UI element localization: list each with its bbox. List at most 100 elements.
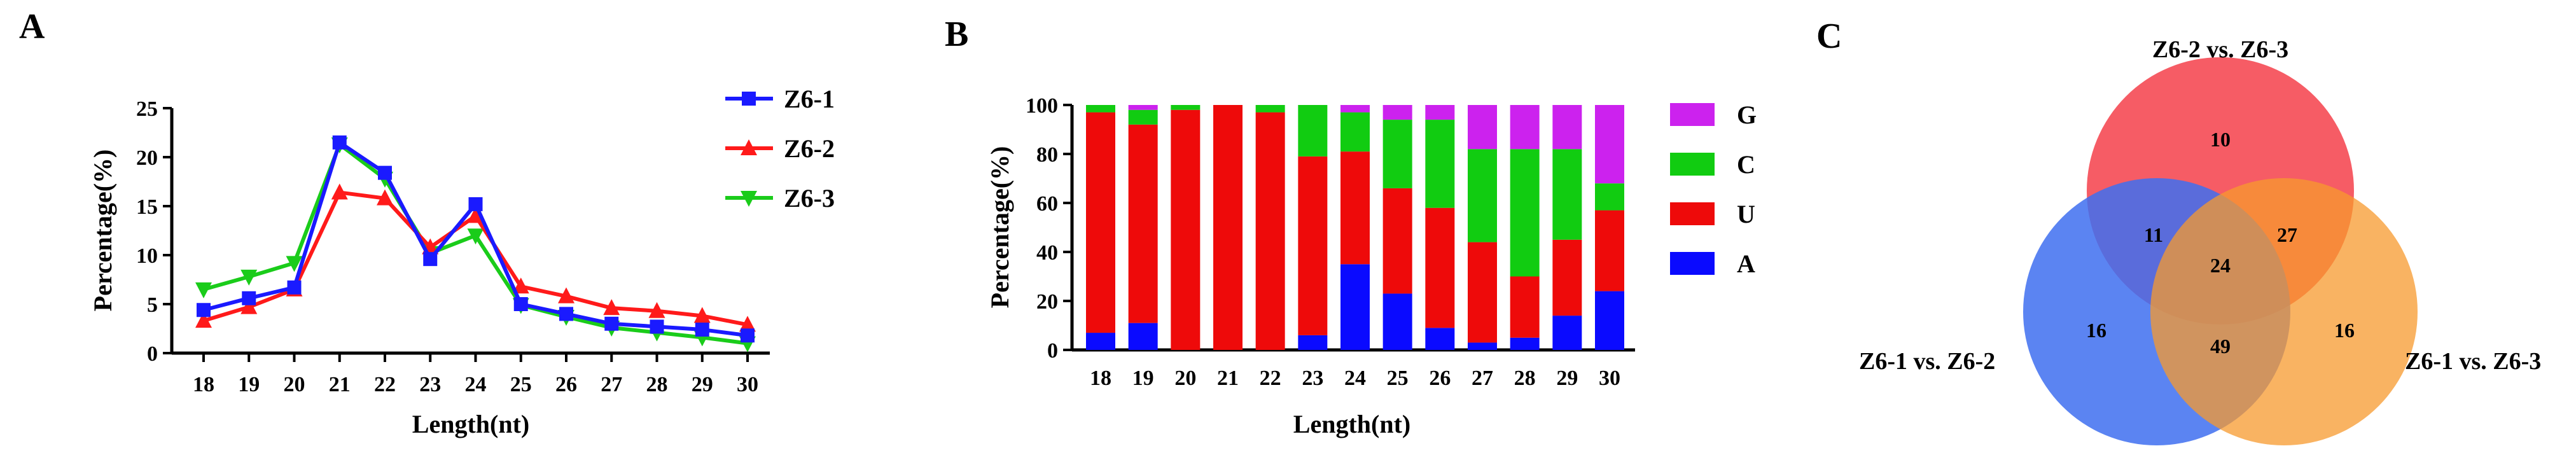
panel-a-x-tick-label: 23 (419, 373, 441, 396)
panel-b-bar-segment-U (1213, 105, 1243, 350)
panel-b-legend-label: A (1737, 249, 1755, 278)
panel-a-point-Z6-3 (467, 228, 484, 245)
panel-a-y-axis-title: Percentage(%) (88, 150, 117, 312)
panel-b-bar-segment-A (1468, 342, 1497, 350)
panel-b-x-tick-label: 20 (1174, 366, 1196, 390)
panel-b-x-ticks: 18 19 20 21 22 23 24 25 26 27 28 29 30 (1090, 366, 1620, 390)
panel-a-point-Z6-1 (378, 165, 392, 180)
panel-b-bar-segment-C (1298, 105, 1328, 157)
panel-b-x-tick-label: 18 (1090, 366, 1111, 390)
panel-a-x-tick-label: 27 (601, 373, 622, 396)
panel-a-point-Z6-2 (512, 277, 529, 294)
panel-b-y-tick-label: 40 (1036, 241, 1058, 265)
panel-a-point-Z6-1 (332, 135, 347, 150)
panel-b-bar-segment-U (1255, 112, 1285, 351)
panel-b-bar-segment-G (1595, 105, 1624, 184)
panel-a-point-Z6-2 (195, 312, 212, 328)
panel-a-y-tick-label: 0 (147, 342, 158, 366)
panel-a-point-Z6-2 (603, 299, 620, 316)
panel-b-bar-segment-C (1595, 183, 1624, 211)
venn-count-only-z6-2-vs-z6-3: 10 (2210, 128, 2231, 151)
panel-a-series (195, 135, 756, 352)
panel-b-bar-segment-C (1552, 149, 1582, 240)
panel-a-legend-label: Z6-2 (784, 134, 835, 163)
panel-c-venn-diagram: C 10 16 16 11 27 24 49 Z6-2 vs. Z6-3 Z6-… (1816, 17, 2541, 445)
panel-a-x-tick-label: 18 (193, 373, 214, 396)
panel-b-bar-segment-U (1171, 109, 1201, 350)
panel-a-x-ticks: 18 19 20 21 22 23 24 25 26 27 28 29 30 (193, 353, 758, 396)
panel-b-bar-segment-A (1510, 337, 1540, 350)
panel-a-y-tick-label: 15 (136, 195, 158, 219)
panel-b-y-tick-label: 20 (1036, 290, 1058, 314)
panel-a-y-tick-label: 10 (136, 244, 158, 268)
panel-a-point-Z6-2 (467, 207, 484, 223)
panel-b-bar-segment-U (1382, 188, 1412, 294)
panel-b-bar-segment-G (1382, 105, 1412, 120)
panel-a-y-ticks: 0 5 10 15 20 25 (136, 97, 172, 366)
panel-b-y-tick-label: 0 (1047, 339, 1058, 363)
panel-b-bar-segment-A (1086, 333, 1115, 350)
panel-a-label: A (19, 7, 45, 46)
venn-set-label-z6-1-vs-z6-3: Z6-1 vs. Z6-3 (2405, 348, 2541, 375)
panel-a-legend-label: Z6-1 (784, 85, 835, 113)
panel-b-bar-segment-G (1425, 105, 1455, 120)
panel-b-bar-segment-U (1340, 151, 1370, 265)
panel-b-x-tick-label: 21 (1217, 366, 1239, 390)
panel-b-x-tick-label: 26 (1429, 366, 1451, 390)
panel-b-bar-segment-A (1425, 328, 1455, 350)
panel-a-point-Z6-1 (604, 316, 619, 331)
panel-b-legend-label: G (1737, 101, 1757, 129)
panel-b-bar-segment-U (1128, 124, 1158, 323)
panel-a-x-tick-label: 21 (329, 373, 351, 396)
panel-a-point-Z6-3 (195, 282, 212, 298)
panel-a-x-tick-label: 29 (692, 373, 713, 396)
panel-b-bar-segment-C (1382, 120, 1412, 188)
panel-b-bars (1086, 105, 1624, 351)
panel-b-label: B (945, 15, 968, 54)
panel-a-point-Z6-2 (648, 302, 665, 318)
venn-count-overlap-23-13: 27 (2277, 223, 2297, 246)
panel-b-legend-swatch (1670, 202, 1715, 225)
panel-b-bar-segment-C (1340, 112, 1370, 152)
panel-b-x-tick-label: 25 (1387, 366, 1409, 390)
panel-a-y-tick-label: 5 (147, 293, 158, 317)
panel-b-legend-label: C (1737, 150, 1755, 179)
panel-a-x-tick-label: 19 (238, 373, 260, 396)
panel-b-bar-segment-U (1468, 242, 1497, 343)
panel-a-legend-marker (741, 139, 757, 155)
panel-a-point-Z6-1 (423, 252, 438, 267)
panel-a-point-Z6-2 (693, 307, 711, 323)
panel-b-x-tick-label: 19 (1132, 366, 1154, 390)
panel-b-bar-segment-C (1086, 105, 1115, 113)
venn-count-only-z6-1-vs-z6-2: 16 (2086, 319, 2106, 342)
panel-b-bar-segment-G (1340, 105, 1370, 113)
panel-b-bar-segment-A (1382, 293, 1412, 350)
panel-a-point-Z6-1 (513, 297, 528, 311)
venn-set-label-z6-2-vs-z6-3: Z6-2 vs. Z6-3 (2152, 36, 2288, 63)
panel-b-bar-segment-U (1510, 276, 1540, 338)
panel-a-point-Z6-1 (741, 328, 755, 343)
panel-b-y-tick-label: 100 (1026, 94, 1058, 118)
panel-b-bar-segment-C (1510, 149, 1540, 277)
panel-a-point-Z6-3 (240, 269, 258, 286)
panel-a-point-Z6-1 (468, 197, 483, 211)
panel-b-y-ticks: 0 20 40 60 80 100 (1026, 94, 1072, 363)
panel-b-bar-segment-A (1595, 291, 1624, 350)
venn-set-label-z6-1-vs-z6-2: Z6-1 vs. Z6-2 (1859, 348, 1995, 375)
panel-a-y-tick-label: 25 (136, 97, 158, 121)
panel-b-bar-segment-U (1298, 156, 1328, 335)
panel-b-bar-segment-C (1255, 105, 1285, 113)
panel-b-legend-swatch (1670, 252, 1715, 275)
venn-count-overlap-12-23: 11 (2144, 223, 2163, 246)
panel-a-x-tick-label: 20 (284, 373, 305, 396)
panel-a-point-Z6-1 (287, 280, 302, 295)
panel-b-x-tick-label: 23 (1302, 366, 1323, 390)
panel-b-y-tick-label: 80 (1036, 143, 1058, 167)
panel-a-point-Z6-1 (695, 323, 709, 337)
panel-b-bar-segment-C (1468, 149, 1497, 242)
panel-b-y-tick-label: 60 (1036, 192, 1058, 216)
panel-b-x-tick-label: 27 (1472, 366, 1493, 390)
